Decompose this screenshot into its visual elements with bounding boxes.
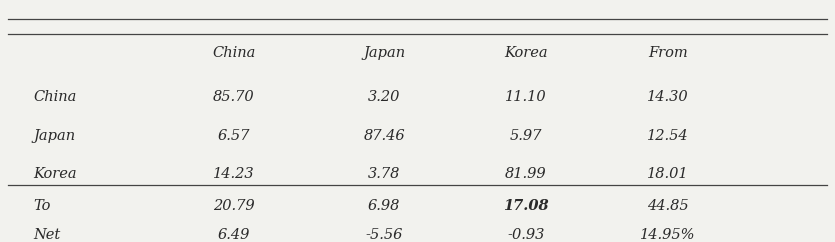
Text: 3.20: 3.20: [368, 90, 400, 104]
Text: 44.85: 44.85: [647, 199, 689, 213]
Text: 17.08: 17.08: [504, 199, 549, 213]
Text: 14.95%: 14.95%: [640, 228, 696, 242]
Text: China: China: [33, 90, 77, 104]
Text: 12.54: 12.54: [647, 129, 689, 143]
Text: To: To: [33, 199, 51, 213]
Text: Japan: Japan: [33, 129, 75, 143]
Text: -5.56: -5.56: [366, 228, 402, 242]
Text: 11.10: 11.10: [505, 90, 547, 104]
Text: Korea: Korea: [504, 46, 548, 60]
Text: 6.57: 6.57: [218, 129, 250, 143]
Text: Korea: Korea: [33, 167, 77, 181]
Text: Japan: Japan: [363, 46, 405, 60]
Text: 14.30: 14.30: [647, 90, 689, 104]
Text: -0.93: -0.93: [508, 228, 544, 242]
Text: 87.46: 87.46: [363, 129, 405, 143]
Text: 85.70: 85.70: [213, 90, 255, 104]
Text: Net: Net: [33, 228, 61, 242]
Text: 18.01: 18.01: [647, 167, 689, 181]
Text: From: From: [648, 46, 688, 60]
Text: 5.97: 5.97: [510, 129, 542, 143]
Text: 6.98: 6.98: [368, 199, 400, 213]
Text: 81.99: 81.99: [505, 167, 547, 181]
Text: 14.23: 14.23: [213, 167, 255, 181]
Text: China: China: [212, 46, 256, 60]
Text: 6.49: 6.49: [218, 228, 250, 242]
Text: 20.79: 20.79: [213, 199, 255, 213]
Text: 3.78: 3.78: [368, 167, 400, 181]
